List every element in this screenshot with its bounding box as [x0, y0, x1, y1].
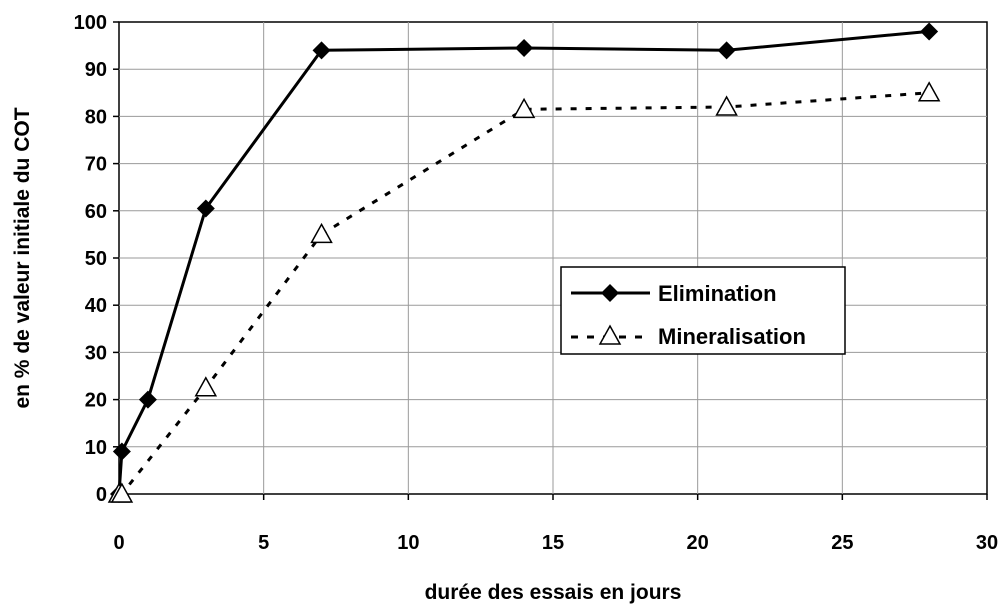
legend-marker-elimination [601, 284, 619, 302]
y-tick-label: 10 [85, 437, 107, 459]
series-layer [107, 22, 941, 503]
data-point-elimination [196, 199, 215, 218]
y-tick-label: 100 [74, 12, 107, 34]
x-tick-label: 15 [542, 532, 564, 554]
y-tick-label: 50 [85, 248, 107, 270]
x-tick-label: 25 [831, 532, 853, 554]
y-tick-label: 80 [85, 106, 107, 128]
legend-label-mineralisation: Mineralisation [658, 324, 806, 349]
x-tick-label: 0 [113, 532, 124, 554]
data-point-elimination [112, 442, 131, 461]
x-tick-label: 5 [258, 532, 269, 554]
gridlines [119, 22, 987, 494]
y-tick-label: 90 [85, 59, 107, 81]
y-tick-label: 30 [85, 342, 107, 364]
legend-label-elimination: Elimination [658, 281, 777, 306]
data-point-elimination [717, 41, 736, 60]
data-point-mineralisation [715, 95, 738, 116]
y-tick-label: 20 [85, 390, 107, 412]
data-point-mineralisation [917, 81, 941, 102]
data-point-elimination [312, 41, 331, 60]
y-tick-label: 40 [85, 295, 107, 317]
data-point-mineralisation [194, 376, 218, 397]
x-axis-ticks: 0 5 10 15 20 25 30 [113, 494, 998, 554]
data-point-elimination [920, 22, 939, 41]
y-tick-label: 70 [85, 154, 107, 176]
data-point-mineralisation [110, 482, 134, 503]
legend: Elimination Mineralisation [560, 266, 846, 355]
y-tick-label: 0 [96, 484, 107, 506]
data-point-mineralisation [512, 97, 536, 119]
data-point-elimination [138, 390, 157, 409]
y-axis-ticks: 0 10 20 30 40 50 60 70 80 90 100 [74, 12, 119, 506]
x-axis-title: durée des essais en jours [425, 581, 682, 604]
legend-marker-mineralisation [598, 324, 622, 345]
x-tick-label: 20 [687, 532, 709, 554]
series-line-elimination [117, 29, 930, 495]
y-tick-label: 60 [85, 201, 107, 223]
y-axis-title: en % de valeur initiale du COT [11, 107, 34, 408]
data-point-mineralisation [310, 222, 333, 244]
x-tick-label: 30 [976, 532, 998, 554]
x-tick-label: 10 [397, 532, 419, 554]
data-point-elimination [515, 38, 534, 57]
